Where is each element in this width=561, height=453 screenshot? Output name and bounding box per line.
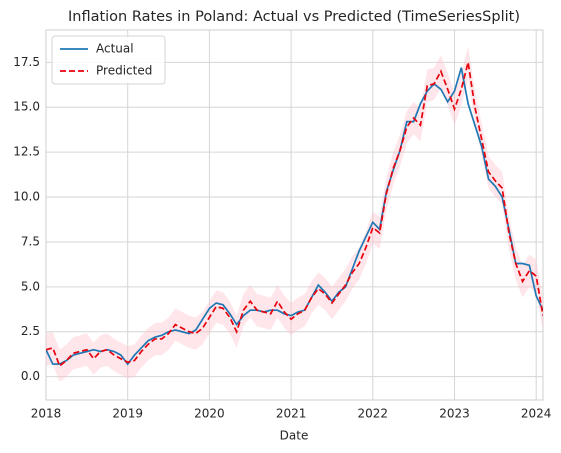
y-tick-label: 17.5 (13, 55, 40, 69)
plot-frame (45, 29, 544, 401)
x-tick-label: 2021 (276, 407, 307, 421)
x-tick-label: 2020 (194, 407, 225, 421)
y-tick-label: 7.5 (21, 234, 40, 248)
y-tick-label: 15.0 (13, 100, 40, 114)
y-tick-label: 5.0 (21, 279, 40, 293)
x-tick-label: 2023 (439, 407, 470, 421)
x-axis-label: Date (280, 429, 309, 443)
y-tick-label: 10.0 (13, 190, 40, 204)
series-line (46, 62, 543, 368)
x-tick-label: 2022 (358, 407, 389, 421)
legend-box (51, 35, 166, 85)
x-tick-label: 2019 (112, 407, 143, 421)
y-tick-label: 12.5 (13, 145, 40, 159)
x-tick-label: 2018 (31, 407, 62, 421)
x-tick-label: 2024 (521, 407, 552, 421)
y-tick-label: 2.5 (21, 324, 40, 338)
chart-title: Inflation Rates in Poland: Actual vs Pre… (68, 9, 520, 25)
confidence-band (46, 46, 543, 383)
legend-label: Predicted (96, 64, 152, 78)
legend-label: Actual (96, 42, 134, 56)
y-tick-label: 0.0 (21, 369, 40, 383)
